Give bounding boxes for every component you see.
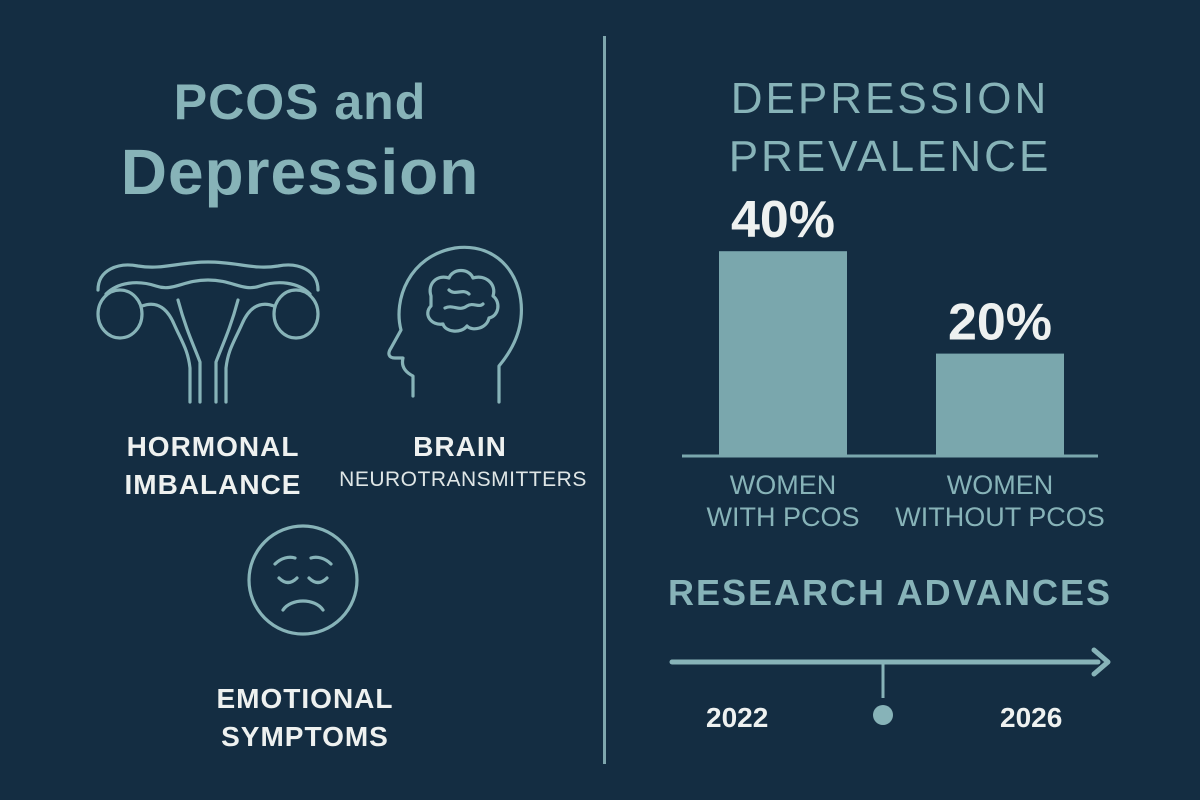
timeline-graphic: [669, 647, 1111, 725]
bar-0: [719, 251, 847, 456]
bar-value-label-1: 20%: [948, 294, 1052, 352]
title-line-1: PCOS and: [173, 74, 427, 130]
icon-label-brain-subtitle: NEUROTRANSMITTERS: [339, 468, 587, 491]
category-label-0-0: WOMEN: [730, 470, 836, 500]
timeline-start-label: 2022: [706, 702, 769, 733]
category-label-1-0: WOMEN: [947, 470, 1053, 500]
sad-face-icon: [247, 524, 359, 636]
category-label-0-1: WITH PCOS: [707, 502, 860, 532]
icon-label-hormonal: HORMONAL IMBALANCE: [124, 431, 302, 500]
uterus-icon: [96, 260, 320, 404]
icon-label-brain-title: BRAIN: [413, 431, 507, 462]
timeline-marker: [873, 705, 893, 725]
bar-value-label-0: 40%: [731, 200, 835, 249]
timeline-end-label: 2026: [1000, 702, 1063, 733]
page-title: PCOS and Depression: [60, 62, 540, 207]
category-label-1-1: WITHOUT PCOS: [895, 502, 1105, 532]
timeline-arrow-icon: [1091, 647, 1111, 677]
icon-label-emotional: EMOTIONAL SYMPTOMS: [216, 683, 394, 752]
vertical-divider: [603, 36, 606, 764]
title-line-2: Depression: [120, 136, 480, 208]
head-brain-icon: [387, 245, 523, 404]
chart-title: DEPRESSION PREVALENCE: [728, 74, 1052, 181]
bar-1: [936, 353, 1064, 456]
timeline-title: RESEARCH ADVANCES: [667, 572, 1113, 613]
